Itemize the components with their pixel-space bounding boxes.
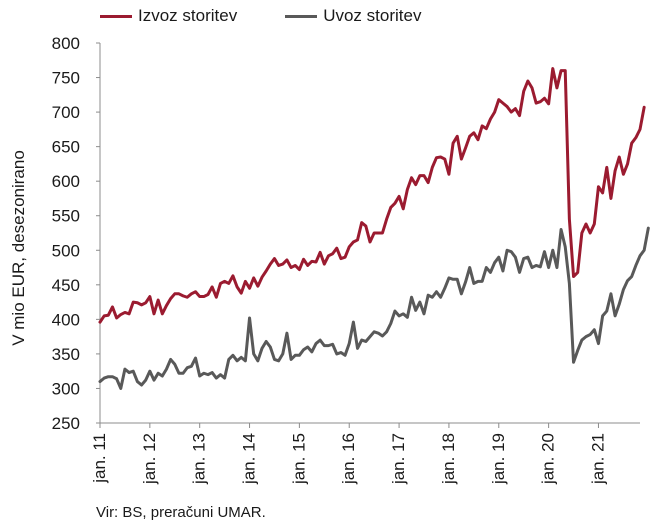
series-line-import (98, 226, 650, 390)
y-tick-label: 650 (52, 138, 80, 157)
x-tick-label: jan. 18 (439, 433, 458, 485)
x-tick-label: jan. 12 (140, 433, 159, 485)
legend-swatch-import (285, 14, 318, 18)
y-tick-label: 750 (52, 69, 80, 88)
x-tick-label: jan. 21 (588, 433, 607, 485)
y-axis-label: V mio EUR, desezonirano (9, 150, 28, 346)
x-tick-label: jan. 16 (339, 433, 358, 485)
y-tick-label: 800 (52, 34, 80, 53)
x-axis: jan. 11 jan. 12 jan. 13 jan. 14 jan. 15 jan. … (90, 422, 640, 485)
series-line-export (98, 67, 646, 324)
y-tick-label: 600 (52, 172, 80, 191)
y-tick-label: 550 (52, 207, 80, 226)
y-tick-label: 250 (52, 414, 80, 433)
legend-item-export: Izvoz storitev (100, 6, 237, 26)
source-note: Vir: BS, preračuni UMAR. (96, 504, 266, 521)
x-tick-label: jan. 20 (539, 433, 558, 485)
x-tick-label: jan. 15 (289, 433, 308, 485)
y-tick-label: 400 (52, 310, 80, 329)
legend: Izvoz storitev Uvoz storitev (100, 6, 421, 26)
legend-label-export: Izvoz storitev (138, 6, 238, 25)
y-tick-label: 300 (52, 379, 80, 398)
x-tick-label: jan. 19 (489, 433, 508, 485)
x-tick-label: jan. 11 (90, 433, 109, 484)
x-tick-label: jan. 17 (389, 433, 408, 485)
x-tick-label: jan. 13 (190, 433, 209, 485)
legend-label-import: Uvoz storitev (323, 6, 422, 25)
legend-item-import: Uvoz storitev (285, 6, 421, 26)
y-axis: 250 300 350 400 450 500 550 600 650 700 750 800 (52, 34, 101, 433)
y-tick-label: 350 (52, 345, 80, 364)
x-tick-label: jan. 14 (240, 433, 259, 485)
y-tick-label: 700 (52, 103, 80, 122)
y-tick-label: 450 (52, 276, 80, 295)
y-tick-label: 500 (52, 241, 80, 260)
legend-swatch-export (100, 14, 132, 18)
plot-lines (98, 67, 650, 390)
